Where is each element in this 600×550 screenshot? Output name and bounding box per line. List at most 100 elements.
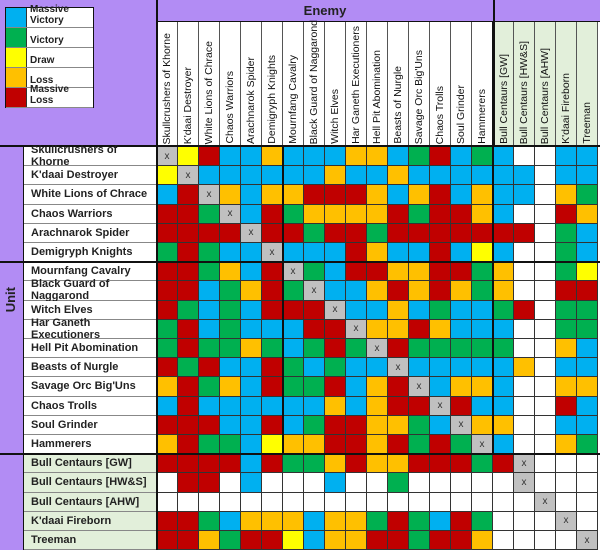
matchup-cell bbox=[157, 262, 178, 282]
matchup-cell bbox=[472, 396, 493, 416]
matchup-cell bbox=[283, 166, 304, 186]
matchup-cell bbox=[262, 300, 283, 320]
matchup-cell bbox=[556, 223, 577, 243]
matchup-cell bbox=[514, 204, 535, 224]
matchup-cell bbox=[430, 435, 451, 455]
matchup-cell bbox=[409, 223, 430, 243]
matchup-cell bbox=[283, 300, 304, 320]
column-header-label: Bull Centaurs [GW] bbox=[498, 54, 510, 144]
self-matchup-cell: x bbox=[178, 166, 199, 186]
matchup-cell bbox=[514, 147, 535, 167]
matchup-cell bbox=[514, 415, 535, 435]
matchup-cell bbox=[451, 377, 472, 397]
matchup-cell bbox=[472, 492, 493, 512]
matchup-cell bbox=[220, 243, 241, 263]
column-header: Soul Grinder bbox=[451, 22, 472, 147]
matchup-cell bbox=[157, 396, 178, 416]
matchup-cell bbox=[451, 531, 472, 550]
matchup-cell bbox=[220, 319, 241, 339]
matchup-cell bbox=[178, 454, 199, 474]
column-header-label: Bull Centaurs [AHW] bbox=[539, 47, 551, 144]
matchup-cell bbox=[535, 281, 556, 301]
row-label: Black Guard of Naggarond bbox=[24, 278, 157, 302]
matchup-cell bbox=[535, 531, 556, 550]
row-label: Witch Elves bbox=[24, 300, 157, 320]
matchup-cell bbox=[493, 147, 514, 167]
matchup-cell bbox=[178, 377, 199, 397]
matchup-cell bbox=[577, 319, 598, 339]
matchup-cell bbox=[283, 147, 304, 167]
matchup-cell bbox=[241, 243, 262, 263]
matchup-cell bbox=[388, 204, 409, 224]
self-matchup-cell: x bbox=[241, 223, 262, 243]
matchup-cell bbox=[178, 204, 199, 224]
column-header-label: Hell Pit Abomination bbox=[371, 50, 383, 144]
column-header: Witch Elves bbox=[325, 22, 346, 147]
matchup-cell bbox=[283, 223, 304, 243]
matchup-cell bbox=[346, 300, 367, 320]
matchup-cell bbox=[388, 243, 409, 263]
matchup-cell bbox=[556, 147, 577, 167]
self-matchup-cell: x bbox=[514, 473, 535, 493]
matchup-cell bbox=[262, 204, 283, 224]
legend-area: Massive Victory Victory Draw Loss Massive Lo… bbox=[0, 0, 157, 147]
column-header-label: Mournfang Cavalry bbox=[287, 55, 299, 144]
matchup-cell bbox=[472, 147, 493, 167]
matchup-cell bbox=[451, 300, 472, 320]
matchup-cell bbox=[430, 319, 451, 339]
matchup-cell bbox=[304, 396, 325, 416]
enemy-band: Enemy bbox=[157, 0, 493, 22]
matchup-cell bbox=[346, 262, 367, 282]
matchup-cell bbox=[535, 435, 556, 455]
matchup-cell bbox=[556, 377, 577, 397]
matchup-cell bbox=[556, 262, 577, 282]
matchup-cell bbox=[304, 223, 325, 243]
matchup-cell bbox=[409, 166, 430, 186]
matchup-cell bbox=[304, 415, 325, 435]
row-label: Demigryph Knights bbox=[24, 243, 157, 263]
matchup-cell bbox=[367, 243, 388, 263]
matchup-cell bbox=[514, 319, 535, 339]
matchup-cell bbox=[451, 492, 472, 512]
matchup-cell bbox=[514, 511, 535, 531]
row-label: Beasts of Nurgle bbox=[24, 358, 157, 378]
matchup-cell bbox=[430, 204, 451, 224]
column-header-label: K'daai Fireborn bbox=[560, 73, 572, 144]
matchup-cell bbox=[304, 435, 325, 455]
matchup-cell bbox=[346, 223, 367, 243]
matchup-cell bbox=[304, 339, 325, 359]
matchup-cell bbox=[535, 358, 556, 378]
matchup-cell bbox=[157, 319, 178, 339]
column-header: Bull Centaurs [GW] bbox=[493, 22, 514, 147]
matchup-cell bbox=[283, 377, 304, 397]
self-matchup-cell: x bbox=[262, 243, 283, 263]
self-matchup-cell: x bbox=[430, 396, 451, 416]
matchup-cell bbox=[241, 454, 262, 474]
matchup-cell bbox=[325, 223, 346, 243]
matchup-cell bbox=[262, 511, 283, 531]
matchup-cell bbox=[178, 300, 199, 320]
matchup-cell bbox=[283, 204, 304, 224]
matchup-cell bbox=[577, 396, 598, 416]
matchup-cell bbox=[220, 492, 241, 512]
matchup-cell bbox=[409, 300, 430, 320]
matchup-cell bbox=[325, 473, 346, 493]
matchup-cell bbox=[304, 358, 325, 378]
matchup-cell bbox=[472, 473, 493, 493]
matchup-cell bbox=[346, 396, 367, 416]
matchup-cell bbox=[367, 358, 388, 378]
matchup-cell bbox=[493, 243, 514, 263]
matchup-cell bbox=[451, 454, 472, 474]
section-divider bbox=[0, 453, 600, 456]
matchup-cell bbox=[367, 223, 388, 243]
matchup-cell bbox=[157, 531, 178, 550]
legend-label: Victory bbox=[27, 28, 93, 47]
row-label: Arachnarok Spider bbox=[24, 223, 157, 243]
column-header: K'daai Destroyer bbox=[178, 22, 199, 147]
matchup-cell bbox=[388, 147, 409, 167]
matchup-cell bbox=[388, 300, 409, 320]
matchup-cell bbox=[472, 358, 493, 378]
matchup-cell bbox=[325, 511, 346, 531]
matchup-cell bbox=[220, 435, 241, 455]
matchup-cell bbox=[262, 454, 283, 474]
